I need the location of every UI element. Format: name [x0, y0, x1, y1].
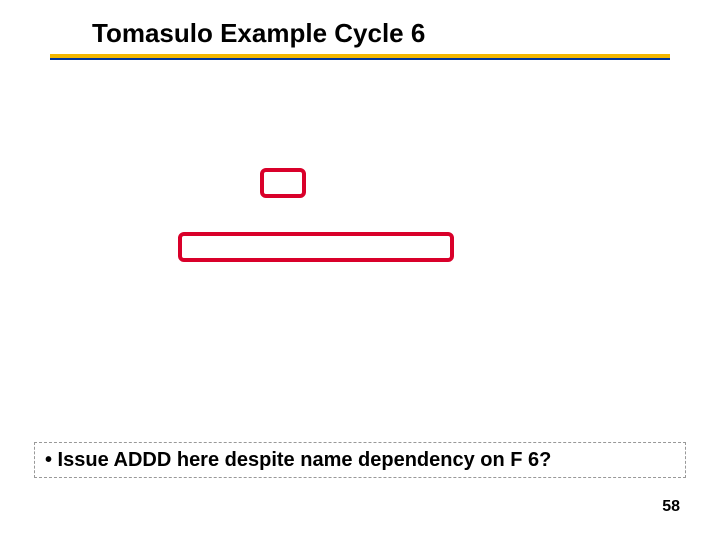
bullet-text: • Issue ADDD here despite name dependenc…	[35, 443, 685, 478]
underline-blue	[50, 58, 670, 60]
highlight-box-wide	[178, 232, 454, 262]
bullet-box: • Issue ADDD here despite name dependenc…	[34, 442, 686, 478]
page-number: 58	[662, 498, 680, 516]
title-underline	[50, 54, 670, 60]
slide-title-container: Tomasulo Example Cycle 6	[0, 18, 720, 49]
slide-title: Tomasulo Example Cycle 6	[0, 18, 720, 49]
highlight-box-small	[260, 168, 306, 198]
